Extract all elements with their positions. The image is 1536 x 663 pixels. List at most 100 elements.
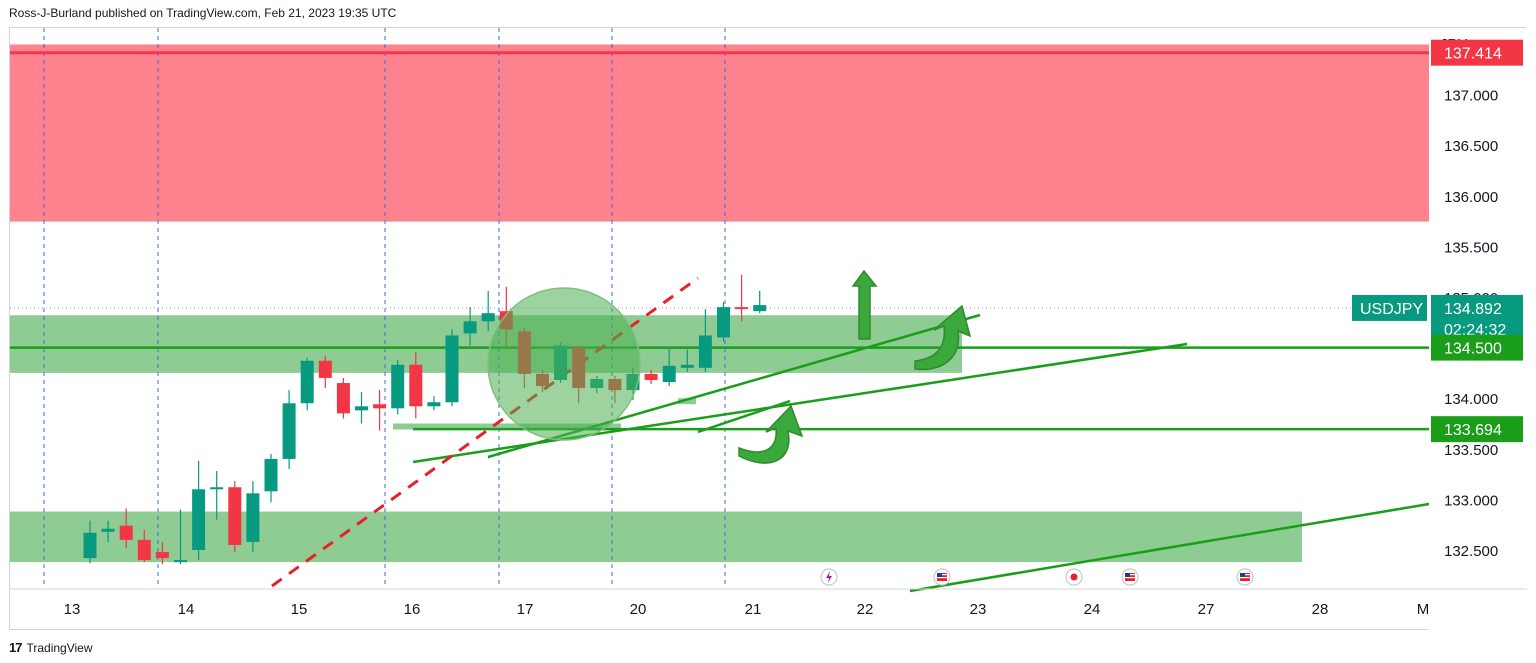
us-event-icon (1236, 568, 1254, 586)
candle (463, 307, 477, 346)
candle (336, 377, 350, 419)
candle-body (318, 360, 332, 378)
us-flag-stripe (937, 577, 947, 579)
us-flag-canton (1125, 573, 1130, 577)
candle-body (119, 525, 133, 540)
support-zone (10, 315, 962, 373)
candle (427, 396, 441, 411)
candle (481, 290, 495, 332)
candle (680, 349, 694, 372)
highlight-circle (487, 287, 641, 441)
consolidation-box (393, 423, 621, 430)
date-tick-label: 23 (970, 601, 987, 618)
date-tick-label: M (1417, 601, 1430, 618)
price-tick-label: 136.500 (1444, 138, 1498, 155)
date-tick-label: 16 (404, 601, 421, 618)
candle-body (698, 335, 712, 368)
candle (644, 369, 658, 385)
date-tick-label: 20 (630, 601, 647, 618)
candle-body (463, 321, 477, 334)
price-tick-label: 133.000 (1444, 492, 1498, 509)
price-tick-label: 132.500 (1444, 543, 1498, 560)
price-tick-label: 136.000 (1444, 189, 1498, 206)
candle-body (282, 403, 296, 459)
candle-body (427, 402, 441, 407)
candle-body (445, 335, 459, 403)
candle-body (192, 489, 206, 550)
time-axis: 13 14 15 16 17 20 21 22 23 24 27 28 M (10, 588, 1527, 618)
date-tick-label: 28 (1312, 601, 1329, 618)
date-tick-label: 15 (291, 601, 308, 618)
candle-body (137, 539, 151, 561)
publisher-attribution: Ross-J-Burland published on TradingView.… (9, 6, 397, 20)
candle (210, 471, 224, 520)
zones-layer (10, 44, 1429, 563)
date-tick-label: 27 (1198, 601, 1215, 618)
price-badge (1431, 416, 1523, 443)
price-badge-label: 137.414 (1444, 46, 1502, 63)
candle (246, 481, 260, 553)
candle-body (155, 552, 169, 559)
curved-arrow-icon (738, 404, 804, 464)
event-icons (820, 568, 1254, 586)
chart-frame[interactable]: JPY132.500133.000133.500134.000135.00013… (9, 27, 1527, 631)
candle-body (336, 383, 350, 414)
lightning-icon (826, 571, 832, 583)
date-tick-label: 22 (857, 601, 874, 618)
up-arrow-icon (851, 269, 878, 340)
current-price-label: 134.892 (1444, 301, 1502, 318)
current-price-badge (1431, 294, 1523, 341)
candle-body (300, 360, 314, 404)
candle (373, 390, 387, 431)
us-event-icon (1121, 568, 1139, 586)
annotations-layer (487, 269, 972, 464)
candle-body (717, 307, 730, 338)
candle-body (409, 364, 423, 407)
date-tick-label: 17 (517, 601, 534, 618)
candle-body (481, 313, 495, 322)
candle-body (228, 487, 242, 545)
price-tick-label: 137.000 (1444, 88, 1498, 105)
candle (698, 309, 712, 372)
brand-name: TradingView (26, 640, 93, 655)
support-zone-lower (10, 511, 1302, 563)
tradingview-logo: 17 (9, 640, 23, 655)
candle (753, 290, 767, 314)
candle-body (355, 406, 368, 411)
candle-body (83, 532, 97, 559)
trendline-long (909, 502, 1430, 593)
candle (355, 392, 368, 424)
curved-arrow-icon (914, 304, 972, 371)
jp-flag-icon (1070, 573, 1078, 581)
us-flag-stripe (1125, 577, 1135, 579)
candle (300, 357, 314, 411)
candle-body (644, 373, 658, 380)
us-flag-canton (937, 573, 942, 577)
symbol-label: USDJPY (1360, 301, 1423, 318)
price-badge-label: 133.694 (1444, 422, 1502, 439)
date-tick-label: 24 (1084, 601, 1101, 618)
candle (409, 351, 423, 419)
lightning-event-icon (820, 568, 838, 586)
symbol-badge (1352, 294, 1427, 321)
candle (101, 520, 115, 542)
candle (174, 509, 187, 565)
candle (119, 508, 133, 548)
candle-body (735, 307, 749, 310)
jp-event-icon (1065, 568, 1083, 586)
us-event-icon (933, 568, 951, 586)
date-tick-label: 14 (178, 601, 195, 618)
candle-body (373, 404, 387, 409)
candle-body (101, 528, 115, 532)
price-tick-label: 135.500 (1444, 239, 1498, 256)
candle-body (174, 560, 187, 563)
candlestick-chart[interactable]: JPY132.500133.000133.500134.000135.00013… (10, 28, 1527, 631)
price-badge (1431, 334, 1523, 361)
candle (192, 460, 206, 561)
price-badge (1431, 39, 1523, 66)
candle (264, 453, 278, 503)
price-tick-label: 134.000 (1444, 391, 1498, 408)
us-flag-stripe (1240, 577, 1250, 579)
candle (318, 355, 332, 389)
